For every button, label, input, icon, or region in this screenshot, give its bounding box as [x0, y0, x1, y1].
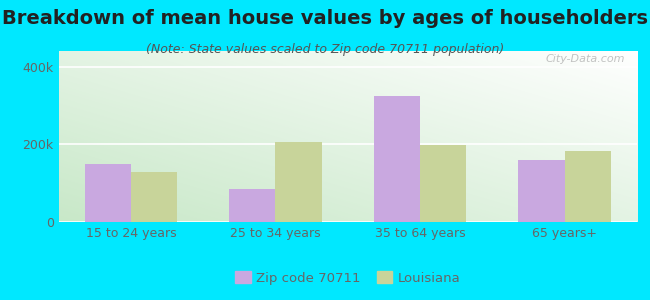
Bar: [229, 189, 276, 222]
Text: Breakdown of mean house values by ages of householders: Breakdown of mean house values by ages o…: [2, 9, 648, 28]
Bar: [276, 142, 322, 222]
Bar: [374, 96, 420, 222]
Bar: [84, 164, 131, 222]
Text: City-Data.com: City-Data.com: [546, 54, 625, 64]
Text: (Note: State values scaled to Zip code 70711 population): (Note: State values scaled to Zip code 7…: [146, 44, 504, 56]
Bar: [519, 160, 565, 222]
Bar: [565, 151, 611, 222]
Bar: [420, 146, 466, 222]
Bar: [131, 172, 177, 222]
Legend: Zip code 70711, Louisiana: Zip code 70711, Louisiana: [230, 266, 465, 290]
